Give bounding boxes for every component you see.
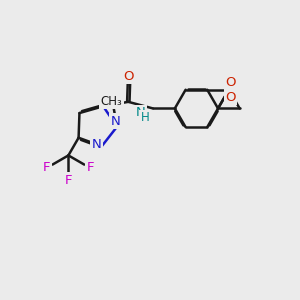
Text: CH₃: CH₃ [100, 95, 122, 108]
Text: F: F [64, 174, 72, 187]
Text: F: F [43, 161, 50, 174]
Text: O: O [225, 76, 236, 89]
Text: N: N [111, 115, 120, 128]
Text: N: N [136, 106, 146, 119]
Text: O: O [225, 91, 236, 104]
Text: N: N [92, 138, 101, 151]
Text: H: H [141, 111, 149, 124]
Text: F: F [86, 161, 94, 174]
Text: O: O [124, 70, 134, 83]
